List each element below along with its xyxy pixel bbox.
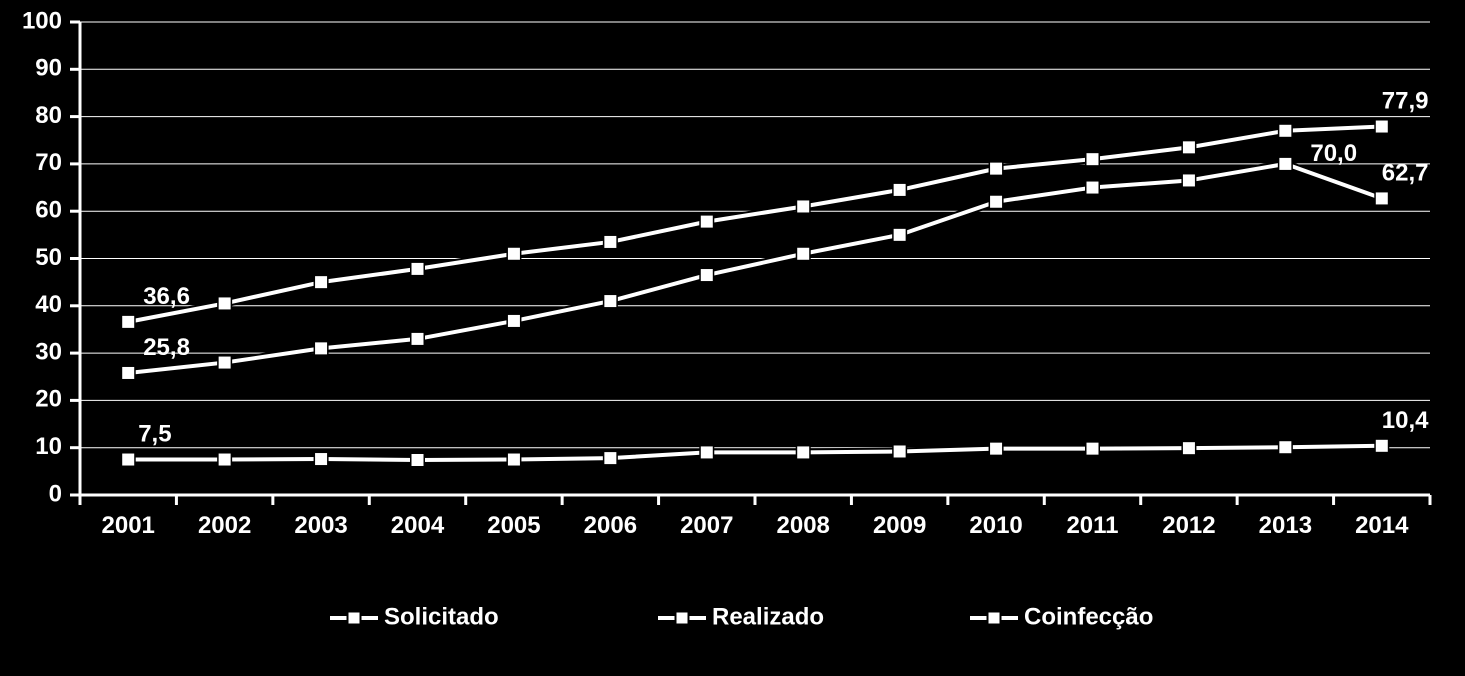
y-tick-label: 10 <box>35 433 62 460</box>
x-tick-label: 2006 <box>584 512 637 539</box>
series-marker <box>894 446 905 457</box>
y-tick-label: 60 <box>35 197 62 224</box>
data-label: 70,0 <box>1310 140 1357 167</box>
series-marker <box>701 270 712 281</box>
series-marker <box>1280 125 1291 136</box>
series-marker <box>894 229 905 240</box>
series-marker <box>412 454 423 465</box>
series-marker <box>219 298 230 309</box>
legend-label: Solicitado <box>384 603 499 630</box>
series-marker <box>123 454 134 465</box>
series-marker <box>219 357 230 368</box>
data-label: 7,5 <box>138 421 171 448</box>
series-marker <box>798 447 809 458</box>
series-marker <box>219 454 230 465</box>
series-marker <box>798 248 809 259</box>
x-tick-label: 2004 <box>391 512 445 539</box>
y-tick-label: 90 <box>35 55 62 82</box>
series-marker <box>701 216 712 227</box>
series-marker <box>1280 442 1291 453</box>
series-marker <box>123 316 134 327</box>
series-marker <box>316 277 327 288</box>
y-tick-label: 30 <box>35 338 62 365</box>
series-marker <box>605 236 616 247</box>
series-marker <box>508 454 519 465</box>
legend-marker <box>989 613 1000 624</box>
series-marker <box>1087 154 1098 165</box>
series-marker <box>1183 175 1194 186</box>
data-label: 77,9 <box>1382 88 1429 115</box>
series-marker <box>991 163 1002 174</box>
series-marker <box>1087 182 1098 193</box>
y-tick-label: 40 <box>35 291 62 318</box>
data-label: 36,6 <box>143 283 190 310</box>
legend-label: Coinfecção <box>1024 603 1153 630</box>
legend-marker <box>349 613 360 624</box>
series-marker <box>1376 440 1387 451</box>
x-tick-label: 2003 <box>294 512 347 539</box>
data-label: 62,7 <box>1382 159 1429 186</box>
series-marker <box>508 315 519 326</box>
x-tick-label: 2013 <box>1259 512 1312 539</box>
x-tick-label: 2014 <box>1355 512 1409 539</box>
y-tick-label: 0 <box>49 480 62 507</box>
y-tick-label: 100 <box>22 7 62 34</box>
series-marker <box>1376 193 1387 204</box>
series-marker <box>991 196 1002 207</box>
x-tick-label: 2007 <box>680 512 733 539</box>
legend-label: Realizado <box>712 603 824 630</box>
series-marker <box>701 447 712 458</box>
series-marker <box>1087 443 1098 454</box>
series-marker <box>1183 142 1194 153</box>
series-marker <box>605 453 616 464</box>
line-chart: 0 10 20 30 40 50 60 70 80 90 100 2001 2002 2003 2004 20… <box>0 0 1465 676</box>
series-marker <box>412 333 423 344</box>
y-tick-label: 20 <box>35 386 62 413</box>
x-tick-label: 2005 <box>487 512 540 539</box>
series-marker <box>1280 158 1291 169</box>
series-marker <box>316 343 327 354</box>
legend-marker <box>677 613 688 624</box>
x-tick-label: 2012 <box>1162 512 1215 539</box>
x-tick-label: 2010 <box>969 512 1022 539</box>
series-marker <box>1183 443 1194 454</box>
y-tick-label: 80 <box>35 102 62 129</box>
y-tick-label: 70 <box>35 149 62 176</box>
series-marker <box>123 367 134 378</box>
x-tick-label: 2011 <box>1066 512 1118 539</box>
x-tick-label: 2002 <box>198 512 251 539</box>
x-tick-label: 2008 <box>777 512 830 539</box>
series-marker <box>605 296 616 307</box>
series-marker <box>1376 121 1387 132</box>
series-marker <box>412 263 423 274</box>
x-tick-label: 2009 <box>873 512 926 539</box>
data-label: 25,8 <box>143 334 190 361</box>
y-tick-label: 50 <box>35 244 62 271</box>
x-tick-label: 2001 <box>102 512 155 539</box>
series-marker <box>798 201 809 212</box>
series-marker <box>316 454 327 465</box>
series-marker <box>508 248 519 259</box>
series-marker <box>894 184 905 195</box>
series-marker <box>991 443 1002 454</box>
data-label: 10,4 <box>1382 407 1429 434</box>
